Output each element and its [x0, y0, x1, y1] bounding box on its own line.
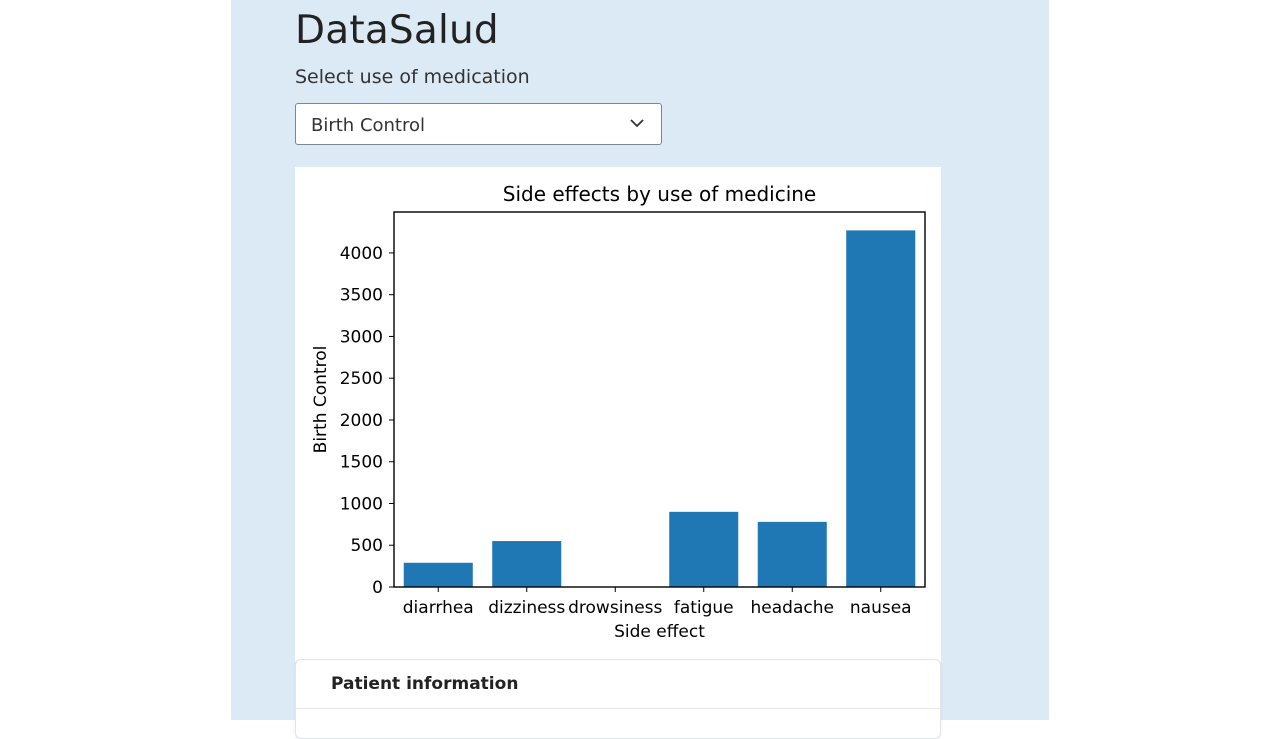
bar-nausea [846, 230, 916, 588]
medication-select-value: Birth Control [311, 115, 426, 136]
y-tick-label: 3500 [340, 286, 383, 306]
chevron-down-icon [630, 119, 644, 128]
y-tick-label: 1500 [340, 453, 383, 473]
chart-card: Side effects by use of medicine diarrhea d… [295, 167, 941, 662]
y-tick-label: 500 [351, 536, 383, 556]
side-effects-chart: Side effects by use of medicine diarrhea d… [311, 182, 926, 642]
x-tick-label: nausea [850, 598, 912, 618]
plot-frame [393, 211, 926, 588]
divider [296, 708, 940, 709]
x-tick-label: fatigue [674, 598, 734, 618]
x-tick-label: diarrhea [403, 598, 474, 618]
patient-information-title: Patient information [331, 674, 519, 694]
chart-title: Side effects by use of medicine [503, 182, 816, 206]
y-tick-label: 2000 [340, 411, 383, 431]
bar-dizziness [492, 541, 562, 587]
x-axis-label: Side effect [614, 622, 705, 642]
y-tick-label: 0 [372, 578, 383, 598]
bar-fatigue [669, 511, 739, 587]
app-container: DataSalud Select use of medication Birth… [231, 0, 1049, 739]
medication-select-label: Select use of medication [295, 66, 530, 88]
y-tick-label: 3000 [340, 327, 383, 347]
y-tick-label: 1000 [340, 494, 383, 514]
y-axis-label: Birth Control [311, 346, 331, 454]
x-tick-label: dizziness [488, 598, 565, 618]
y-tick-label: 4000 [340, 244, 383, 264]
bar-headache [757, 521, 827, 587]
bar-diarrhea [403, 562, 473, 587]
medication-select[interactable]: Birth Control [295, 103, 662, 145]
page-title: DataSalud [295, 8, 499, 53]
x-tick-label: headache [751, 598, 834, 618]
x-tick-label: drowsiness [568, 598, 662, 618]
y-tick-label: 2500 [340, 369, 383, 389]
patient-information-panel[interactable]: Patient information [295, 659, 941, 739]
